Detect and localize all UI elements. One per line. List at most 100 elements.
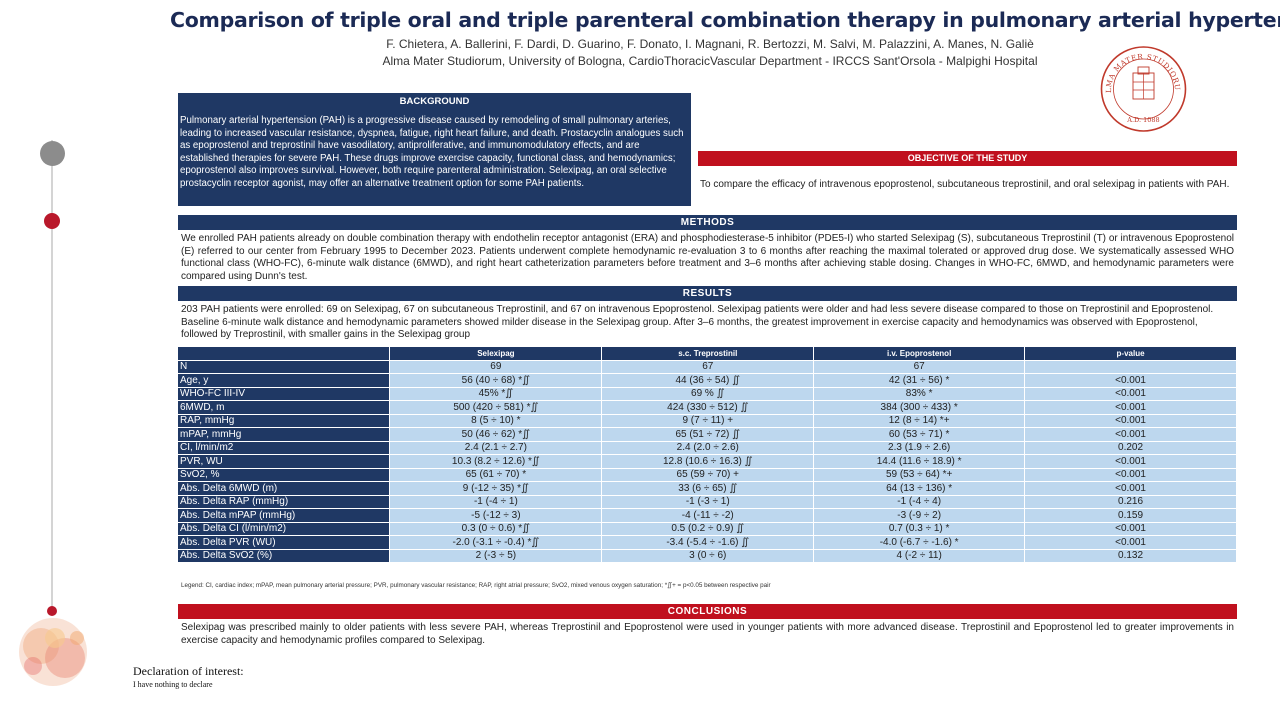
objective-heading: OBJECTIVE OF THE STUDY	[698, 151, 1237, 166]
methods-heading: METHODS	[178, 215, 1237, 230]
table-row: Abs. Delta mPAP (mmHg) -5 (-12 ÷ 3) -4 (-1…	[178, 508, 1237, 522]
objective-text: To compare the efficacy of intravenous e…	[700, 179, 1230, 190]
table-row: Abs. Delta RAP (mmHg) -1 (-4 ÷ 1) -1 (-3 ÷…	[178, 495, 1237, 509]
table-pvalue-cell: 0.216	[1024, 495, 1237, 509]
table-cell: 50 (46 ÷ 62) *∬	[389, 427, 603, 441]
decorative-red-dot	[44, 213, 60, 229]
table-cell: 2 (-3 ÷ 5)	[389, 549, 603, 563]
table-cell: 69 % ∬	[601, 387, 815, 401]
table-row-label: RAP, mmHg	[178, 414, 391, 428]
table-cell: 60 (53 ÷ 71) *	[813, 427, 1026, 441]
table-pvalue-cell	[1024, 360, 1237, 374]
table-row: N 69 67 67	[178, 360, 1237, 374]
table-cell: 9 (7 ÷ 11) +	[601, 414, 815, 428]
table-pvalue-cell: 0.132	[1024, 549, 1237, 563]
table-cell: 3 (0 ÷ 6)	[601, 549, 815, 563]
table-pvalue-cell: <0.001	[1024, 454, 1237, 468]
table-cell: -4 (-11 ÷ -2)	[601, 508, 815, 522]
background-section: BACKGROUND Pulmonary arterial hypertensi…	[178, 93, 691, 206]
table-row-label: 6MWD, m	[178, 400, 391, 414]
table-cell: 10.3 (8.2 ÷ 12.6) *∬	[389, 454, 603, 468]
table-cell: 42 (31 ÷ 56) *	[813, 373, 1026, 387]
table-pvalue-cell: 0.159	[1024, 508, 1237, 522]
svg-text:ALMA MATER STUDIORUM: ALMA MATER STUDIORUM	[1097, 45, 1182, 93]
table-pvalue-cell: 0.202	[1024, 441, 1237, 455]
table-pvalue-cell: <0.001	[1024, 427, 1237, 441]
table-pvalue-cell: <0.001	[1024, 535, 1237, 549]
table-cell: -3.4 (-5.4 ÷ -1.6) ∬	[601, 535, 815, 549]
table-row: 6MWD, m 500 (420 ÷ 581) *∬ 424 (330 ÷ 512)…	[178, 400, 1237, 414]
table-cell: 12.8 (10.6 ÷ 16.3) ∬	[601, 454, 815, 468]
table-row: WHO-FC III-IV 45% *∬ 69 % ∬ 83% * <0.001	[178, 387, 1237, 401]
table-cell: 8 (5 ÷ 10) *	[389, 414, 603, 428]
table-row: Abs. Delta CI (l/min/m2) 0.3 (0 ÷ 0.6) *∬…	[178, 522, 1237, 536]
table-header-cell: s.c. Treprostinil	[601, 347, 815, 360]
table-pvalue-cell: <0.001	[1024, 468, 1237, 482]
table-cell: 2.4 (2.0 ÷ 2.6)	[601, 441, 815, 455]
table-row: Abs. Delta PVR (WU) -2.0 (-3.1 ÷ -0.4) *∬…	[178, 535, 1237, 549]
methods-text: We enrolled PAH patients already on doub…	[181, 233, 1234, 282]
table-cell: -1 (-4 ÷ 4)	[813, 495, 1026, 509]
table-cell: 4 (-2 ÷ 11)	[813, 549, 1026, 563]
table-cell: 0.5 (0.2 ÷ 0.9) ∬	[601, 522, 815, 536]
table-cell: 67	[813, 360, 1026, 374]
table-row: Age, y 56 (40 ÷ 68) *∬ 44 (36 ÷ 54) ∬ 42 (3…	[178, 373, 1237, 387]
table-row-label: Age, y	[178, 373, 391, 387]
table-cell: 56 (40 ÷ 68) *∬	[389, 373, 603, 387]
table-cell: 69	[389, 360, 603, 374]
table-header-cell: p-value	[1024, 347, 1237, 360]
table-cell: 12 (8 ÷ 14) *+	[813, 414, 1026, 428]
table-cell: 9 (-12 ÷ 35) *∬	[389, 481, 603, 495]
table-pvalue-cell: <0.001	[1024, 387, 1237, 401]
table-cell: -4.0 (-6.7 ÷ -1.6) *	[813, 535, 1026, 549]
table-cell: 14.4 (11.6 ÷ 18.9) *	[813, 454, 1026, 468]
table-row-label: mPAP, mmHg	[178, 427, 391, 441]
table-cell: -2.0 (-3.1 ÷ -0.4) *∬	[389, 535, 603, 549]
affiliation-line: Alma Mater Studiorum, University of Bolo…	[382, 54, 1038, 68]
table-pvalue-cell: <0.001	[1024, 400, 1237, 414]
table-row-label: Abs. Delta SvO2 (%)	[178, 549, 391, 563]
declaration-text: I have nothing to declare	[133, 680, 213, 689]
table-row: mPAP, mmHg 50 (46 ÷ 62) *∬ 65 (51 ÷ 72) ∬ 6…	[178, 427, 1237, 441]
table-row-label: Abs. Delta RAP (mmHg)	[178, 495, 391, 509]
decorative-small-red-dot	[47, 606, 57, 616]
conclusions-heading: CONCLUSIONS	[178, 604, 1237, 619]
table-cell: 65 (59 ÷ 70) +	[601, 468, 815, 482]
table-row-label: CI, l/min/m2	[178, 441, 391, 455]
table-cell: 65 (61 ÷ 70) *	[389, 468, 603, 482]
table-cell: 2.3 (1.9 ÷ 2.6)	[813, 441, 1026, 455]
table-cell: 65 (51 ÷ 72) ∬	[601, 427, 815, 441]
table-row-label: WHO-FC III-IV	[178, 387, 391, 401]
table-cell: -3 (-9 ÷ 2)	[813, 508, 1026, 522]
table-row-label: N	[178, 360, 391, 374]
table-cell: 45% *∬	[389, 387, 603, 401]
table-cell: 500 (420 ÷ 581) *∬	[389, 400, 603, 414]
table-row: Abs. Delta 6MWD (m) 9 (-12 ÷ 35) *∬ 33 (6 …	[178, 481, 1237, 495]
table-row-label: Abs. Delta CI (l/min/m2)	[178, 522, 391, 536]
background-heading: BACKGROUND	[399, 96, 470, 107]
table-row-label: Abs. Delta PVR (WU)	[178, 535, 391, 549]
table-row: CI, l/min/m2 2.4 (2.1 ÷ 2.7) 2.4 (2.0 ÷ 2.…	[178, 441, 1237, 455]
table-header-row: Selexipag s.c. Treprostinil i.v. Epopros…	[178, 347, 1237, 360]
table-cell: -1 (-4 ÷ 1)	[389, 495, 603, 509]
table-cell: 384 (300 ÷ 433) *	[813, 400, 1026, 414]
results-text: 203 PAH patients were enrolled: 69 on Se…	[181, 304, 1214, 341]
decorative-grey-dot	[40, 141, 65, 166]
table-cell: 64 (13 ÷ 136) *	[813, 481, 1026, 495]
table-cell: 59 (53 ÷ 64) *+	[813, 468, 1026, 482]
declaration-title: Declaration of interest:	[133, 664, 244, 678]
table-pvalue-cell: <0.001	[1024, 481, 1237, 495]
table-cell: 424 (330 ÷ 512) ∬	[601, 400, 815, 414]
table-cell: 0.3 (0 ÷ 0.6) *∬	[389, 522, 603, 536]
table-row: Abs. Delta SvO2 (%) 2 (-3 ÷ 5) 3 (0 ÷ 6) 4 …	[178, 549, 1237, 563]
poster-title: Comparison of triple oral and triple par…	[170, 8, 1280, 32]
table-pvalue-cell: <0.001	[1024, 373, 1237, 387]
table-cell: -5 (-12 ÷ 3)	[389, 508, 603, 522]
table-row-label: SvO2, %	[178, 468, 391, 482]
table-row: PVR, WU 10.3 (8.2 ÷ 12.6) *∬ 12.8 (10.6 ÷ …	[178, 454, 1237, 468]
table-pvalue-cell: <0.001	[1024, 522, 1237, 536]
decorative-vertical-line	[51, 140, 53, 610]
table-row: SvO2, % 65 (61 ÷ 70) * 65 (59 ÷ 70) +59 (5…	[178, 468, 1237, 482]
table-cell: 33 (6 ÷ 65) ∬	[601, 481, 815, 495]
table-header-cell: Selexipag	[389, 347, 603, 360]
